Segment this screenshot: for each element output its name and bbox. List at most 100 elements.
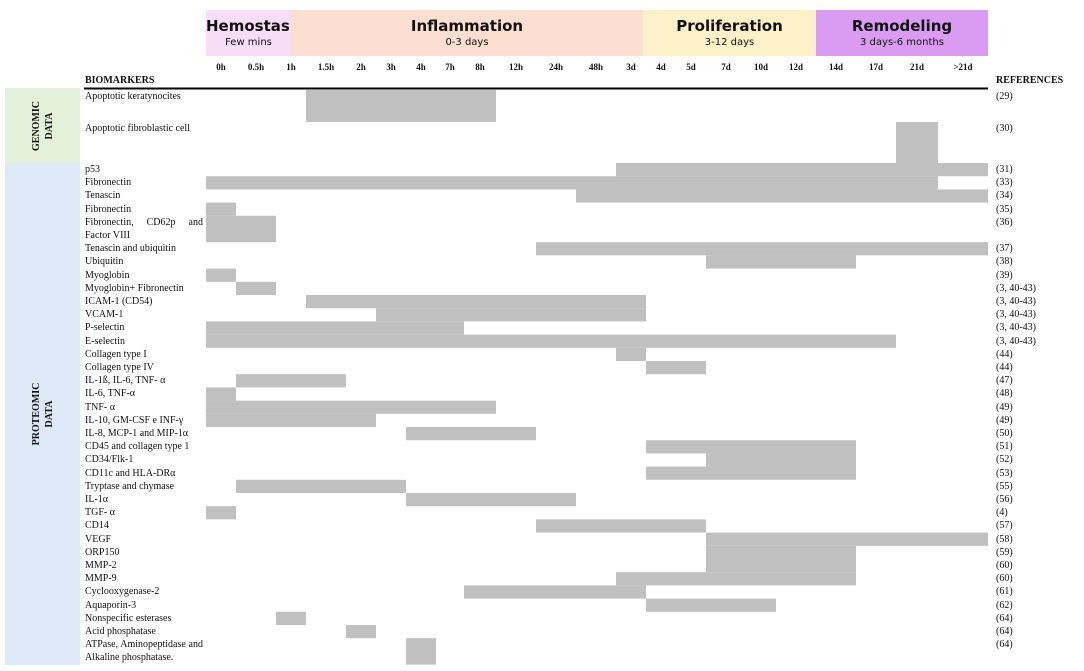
column-label: 4d <box>656 62 666 72</box>
phase: Hemostasis Few mins <box>206 10 304 56</box>
reference: (4) <box>996 507 1008 519</box>
time-bar <box>406 427 536 441</box>
reference: (29) <box>996 91 1013 102</box>
row-label: IL-6, TNF-α <box>85 388 136 400</box>
time-bar <box>616 572 856 586</box>
reference: (64) <box>996 612 1013 624</box>
references-header: REFERENCES <box>996 75 1064 86</box>
column-label: 21d <box>909 62 925 72</box>
column-label: 24h <box>548 62 564 72</box>
row-label: MMP-9 <box>85 573 117 585</box>
reference: (30) <box>996 123 1013 134</box>
time-bar <box>206 215 276 243</box>
row-label: IL-1α <box>85 494 109 505</box>
column-label: 10d <box>753 62 769 72</box>
row-label: Collagen type I <box>85 348 147 360</box>
reference: (3, 40-43) <box>996 282 1036 294</box>
time-bar <box>706 255 856 269</box>
phase-name: Hemostasis <box>206 17 304 35</box>
reference: (59) <box>996 546 1013 558</box>
phase-name: Remodeling <box>851 17 953 35</box>
reference: (52) <box>996 454 1013 466</box>
phase-name: Proliferation <box>676 17 783 35</box>
column-label: 1h <box>286 62 296 72</box>
row-label: CD14 <box>85 520 109 532</box>
row-label: E-selectin <box>85 335 125 347</box>
reference: (39) <box>996 269 1013 281</box>
reference: (50) <box>996 428 1013 439</box>
row-label: Collagen type IV <box>85 362 154 373</box>
row-label: CD11c and HLA-DRα <box>85 467 176 479</box>
row-label: VCAM-1 <box>85 309 124 321</box>
row-label: Nonspecific esterases <box>85 612 172 624</box>
row-label: Tenascin <box>85 190 121 202</box>
column-label: 17d <box>868 62 884 72</box>
row-label: Aquaporin-3 <box>85 599 137 611</box>
group-band: PROTEOMIC DATA <box>5 163 80 665</box>
time-bar <box>576 189 988 203</box>
row-label: Apoptotic fibroblastic cell <box>85 123 190 134</box>
time-bar <box>276 611 306 625</box>
column-label: 12d <box>788 62 804 72</box>
column-label: >21d <box>953 62 973 72</box>
column-label: 7d <box>721 62 731 72</box>
row-label: Fibronectin, CD62p and Factor VIII <box>85 216 203 241</box>
reference: (57) <box>996 520 1013 532</box>
phase-name: Inflammation <box>410 17 524 35</box>
time-bar <box>206 321 464 335</box>
row-label: Myoglobin+ Fibronectin <box>85 282 184 294</box>
time-bar <box>306 295 646 309</box>
column-label: 5d <box>686 62 696 72</box>
time-bar <box>616 163 988 177</box>
column-label: 3h <box>386 62 396 72</box>
row-label: ICAM-1 (CD54) <box>85 296 153 307</box>
time-bar <box>536 242 988 256</box>
row-label: Myoglobin <box>85 269 130 281</box>
column-label: 48h <box>588 62 604 72</box>
reference: (49) <box>996 414 1013 426</box>
time-bar <box>706 545 856 559</box>
group-band: GENOMIC DATA <box>5 88 80 163</box>
phase-duration: 3-12 days <box>704 37 755 48</box>
time-bar <box>406 638 436 665</box>
row-label: VEGF <box>85 533 112 545</box>
phase-duration: 0-3 days <box>445 37 489 48</box>
row-label: Fibronectin <box>85 177 132 189</box>
column-label: 8h <box>475 62 485 72</box>
row-label: Cyclooxygenase-2 <box>85 586 160 598</box>
time-bar <box>646 361 706 375</box>
reference: (61) <box>996 586 1013 598</box>
group-label: PROTEOMIC DATA <box>30 382 55 446</box>
column-label: 1.5h <box>317 62 335 72</box>
row-label: MMP-2 <box>85 560 117 571</box>
time-bar <box>646 440 856 454</box>
reference: (60) <box>996 560 1013 571</box>
column-label: 2h <box>356 62 366 72</box>
time-bar <box>616 347 646 361</box>
column-label: 4h <box>416 62 426 72</box>
time-bar <box>206 268 236 282</box>
time-bar <box>536 519 706 533</box>
time-bar <box>646 466 856 480</box>
row-label: CD34/Flk-1 <box>85 454 134 466</box>
time-bar <box>306 90 496 122</box>
time-bar <box>896 122 938 163</box>
row-label: ORP150 <box>85 546 120 558</box>
reference: (55) <box>996 480 1013 492</box>
time-bar <box>236 281 276 295</box>
row-label: IL-1ß, IL-6, TNF- α <box>85 375 166 387</box>
row-label: Fibronectin <box>85 203 132 215</box>
row-label: IL-8, MCP-1 and MIP-1α <box>85 428 189 439</box>
row-label: IL-10, GM-CSF e INF-γ <box>85 414 184 426</box>
reference: (33) <box>996 177 1013 189</box>
reference: (56) <box>996 494 1013 505</box>
row-label: Acid phosphatase <box>85 626 156 637</box>
time-bar <box>206 387 236 401</box>
time-bar <box>206 176 938 190</box>
time-bar <box>346 625 376 639</box>
time-bar <box>206 413 376 427</box>
group-label: GENOMIC DATA <box>30 100 55 151</box>
time-bar <box>206 506 236 520</box>
reference: (37) <box>996 243 1013 255</box>
